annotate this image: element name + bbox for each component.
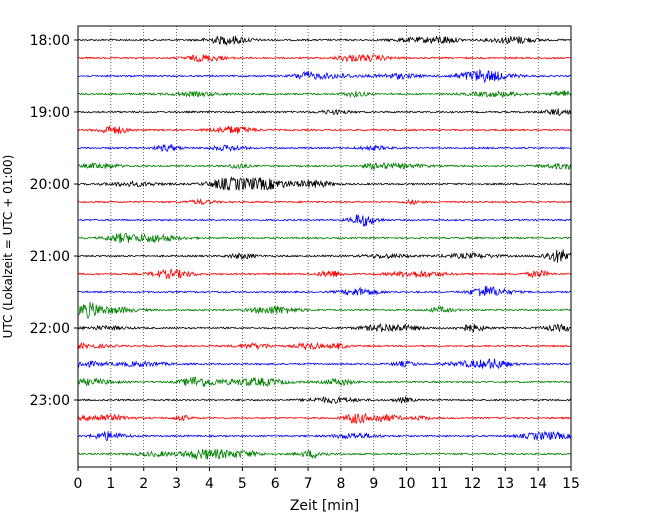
x-axis-ticks: 0 1 2 3 4 5 6 7 8 9 10 11 12 13 14 15 (74, 467, 580, 492)
x-tick-label: 7 (304, 476, 313, 492)
seismic-trace (77, 54, 572, 63)
y-tick-label: 21:00 (30, 249, 70, 265)
x-tick-label: 1 (106, 476, 115, 492)
seismic-trace (77, 430, 572, 442)
x-tick-label: 11 (431, 476, 449, 492)
seismic-trace (77, 214, 572, 227)
seismic-trace (77, 68, 571, 84)
y-axis-label: UTC (Lokalzeit = UTC + 01:00) (1, 155, 15, 339)
y-tick-label: 22:00 (30, 321, 70, 337)
seismic-trace (77, 35, 571, 47)
x-tick-label: 9 (369, 476, 378, 492)
seismic-trace (77, 198, 572, 206)
seismic-trace (77, 376, 571, 388)
seismic-trace (77, 108, 572, 117)
seismic-trace (77, 358, 571, 370)
seismic-trace (77, 161, 572, 171)
seismic-trace (77, 395, 572, 405)
x-tick-label: 0 (74, 476, 83, 492)
x-tick-label: 14 (529, 476, 547, 492)
seismic-traces (77, 35, 572, 461)
seismic-trace (77, 249, 572, 263)
seismic-trace (77, 268, 572, 280)
x-tick-label: 15 (562, 476, 580, 492)
y-tick-label: 19:00 (30, 105, 70, 121)
seismic-trace (77, 341, 571, 351)
x-tick-label: 2 (139, 476, 148, 492)
seismic-trace (77, 125, 572, 135)
seismic-trace (77, 89, 572, 98)
x-tick-label: 4 (205, 476, 214, 492)
seismic-trace (77, 448, 572, 461)
y-axis-ticks: 18:00 19:00 20:00 21:00 22:00 23:00 (30, 33, 78, 409)
x-tick-label: 12 (463, 476, 481, 492)
seismic-trace (77, 175, 571, 192)
seismic-trace (77, 285, 571, 297)
y-tick-label: 18:00 (30, 33, 70, 49)
seismic-trace (77, 412, 572, 424)
x-tick-label: 8 (336, 476, 345, 492)
y-tick-label: 20:00 (30, 177, 70, 193)
seismic-trace (77, 232, 571, 244)
seismic-trace (77, 301, 572, 319)
x-axis-label: Zeit [min] (290, 498, 359, 514)
seismic-trace (77, 143, 572, 153)
plot-frame (77, 25, 572, 468)
x-tick-label: 5 (238, 476, 247, 492)
x-tick-label: 13 (496, 476, 514, 492)
x-tick-label: 3 (172, 476, 181, 492)
x-tick-label: 6 (271, 476, 280, 492)
y-tick-label: 23:00 (30, 393, 70, 409)
seismic-trace (77, 322, 572, 333)
x-tick-label: 10 (398, 476, 416, 492)
